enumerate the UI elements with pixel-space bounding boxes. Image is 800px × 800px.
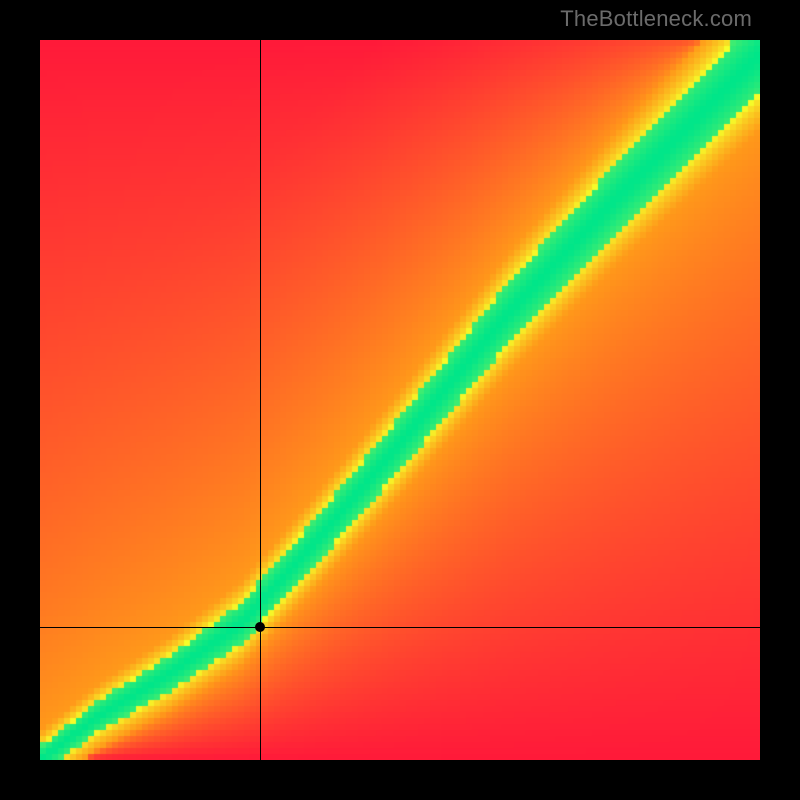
heatmap-plot — [40, 40, 760, 760]
crosshair-vertical — [260, 40, 261, 760]
crosshair-marker-dot — [255, 622, 265, 632]
heatmap-canvas — [40, 40, 760, 760]
crosshair-horizontal — [40, 627, 760, 628]
watermark-text: TheBottleneck.com — [560, 6, 752, 32]
